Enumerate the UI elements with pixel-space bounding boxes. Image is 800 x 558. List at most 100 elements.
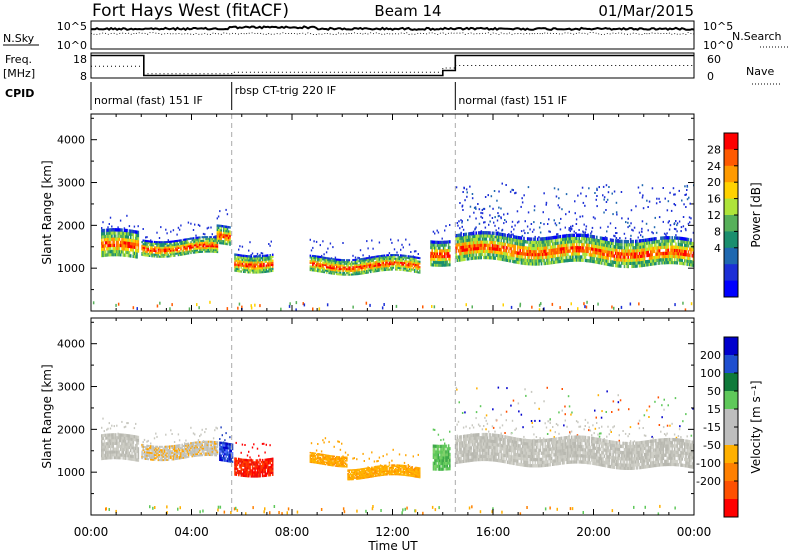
colorbar-tick-label: 16 bbox=[707, 193, 721, 206]
echo-cell bbox=[203, 245, 205, 247]
echo-point bbox=[555, 222, 557, 224]
echo-cell bbox=[114, 244, 116, 247]
echo-cell bbox=[164, 245, 166, 247]
echo-cell bbox=[394, 263, 396, 265]
echo-point bbox=[656, 198, 658, 200]
echo-cell bbox=[127, 235, 129, 238]
echo-fringe bbox=[107, 428, 108, 430]
echo-point bbox=[606, 201, 608, 203]
echo-point bbox=[558, 411, 560, 413]
ground-echo bbox=[278, 511, 280, 514]
echo-cell bbox=[419, 261, 421, 263]
echo-fringe bbox=[400, 249, 401, 251]
echo-cell bbox=[272, 264, 274, 266]
echo-cell bbox=[649, 241, 651, 244]
echo-fringe bbox=[488, 224, 489, 226]
echo-fringe bbox=[205, 428, 206, 430]
echo-cell bbox=[101, 238, 103, 241]
echo-fringe bbox=[689, 221, 690, 223]
echo-point bbox=[602, 194, 604, 196]
echo-cell bbox=[616, 249, 618, 252]
echo-cell bbox=[586, 240, 588, 243]
ground-echo bbox=[287, 511, 289, 514]
echo-fringe bbox=[403, 246, 404, 248]
echo-point bbox=[493, 427, 495, 429]
echo-cell bbox=[619, 261, 621, 264]
echo-point bbox=[659, 216, 661, 218]
echo-cell bbox=[636, 252, 638, 255]
echo-cell bbox=[229, 233, 231, 235]
echo-fringe bbox=[112, 228, 113, 230]
echo-cell bbox=[498, 239, 500, 242]
ground-echo bbox=[319, 307, 321, 310]
echo-cell bbox=[379, 270, 381, 272]
echo-fringe bbox=[676, 230, 677, 232]
echo-cell bbox=[468, 257, 470, 260]
echo-fringe bbox=[331, 257, 332, 259]
echo-cell bbox=[612, 242, 614, 245]
echo-cell bbox=[138, 456, 140, 459]
ground-echo bbox=[539, 304, 541, 307]
echo-cell bbox=[523, 237, 525, 240]
echo-fringe bbox=[173, 229, 174, 231]
echo-cell bbox=[220, 229, 222, 231]
echo-point bbox=[599, 433, 601, 435]
echo-fringe bbox=[271, 241, 272, 243]
echo-fringe bbox=[666, 232, 667, 234]
echo-fringe bbox=[185, 440, 186, 442]
echo-point bbox=[566, 193, 568, 195]
echo-cell bbox=[690, 238, 692, 241]
echo-point bbox=[470, 206, 472, 208]
echo-cell bbox=[138, 459, 140, 462]
echo-cell bbox=[644, 254, 646, 257]
nave-line bbox=[91, 66, 694, 74]
echo-fringe bbox=[322, 240, 323, 242]
echo-point bbox=[548, 218, 550, 220]
echo-cell bbox=[552, 239, 554, 242]
echo-cell bbox=[133, 236, 135, 239]
echo-point bbox=[568, 395, 570, 397]
echo-cell bbox=[110, 247, 112, 250]
colorbar-tick-label: 8 bbox=[714, 225, 721, 238]
echo-cell bbox=[570, 249, 572, 252]
echo-cell bbox=[396, 269, 398, 271]
echo-point bbox=[524, 232, 526, 234]
echo-fringe bbox=[512, 221, 513, 223]
echo-fringe bbox=[663, 221, 664, 223]
echo-cell bbox=[659, 240, 661, 243]
echo-fringe bbox=[631, 229, 632, 231]
echo-point bbox=[497, 212, 499, 214]
echo-point bbox=[675, 220, 677, 222]
echo-point bbox=[634, 227, 636, 229]
echo-cell bbox=[161, 252, 163, 254]
echo-cell bbox=[632, 240, 634, 243]
echo-fringe bbox=[126, 215, 127, 217]
echo-cell bbox=[573, 234, 575, 237]
echo-fringe bbox=[251, 254, 252, 256]
echo-fringe bbox=[532, 231, 533, 233]
ground-echo bbox=[289, 302, 291, 305]
echo-point bbox=[606, 230, 608, 232]
echo-cell bbox=[469, 235, 471, 238]
echo-point bbox=[620, 399, 622, 401]
echo-cell bbox=[130, 254, 132, 257]
echo-cell bbox=[349, 272, 351, 274]
echo-point bbox=[579, 216, 581, 218]
ground-echo bbox=[269, 511, 271, 514]
echo-fringe bbox=[198, 439, 199, 441]
echo-fringe bbox=[584, 224, 585, 226]
echo-cell bbox=[624, 265, 626, 268]
echo-point bbox=[564, 406, 566, 408]
echo-cell bbox=[531, 256, 533, 259]
echo-cell bbox=[229, 231, 231, 233]
colorbar-tick-label: 28 bbox=[707, 143, 721, 156]
echo-cell bbox=[393, 265, 395, 267]
echo-cell bbox=[138, 442, 140, 445]
colorbar-cell bbox=[724, 281, 738, 298]
echo-point bbox=[612, 193, 614, 195]
echo-fringe bbox=[371, 240, 372, 242]
echo-cell bbox=[155, 250, 157, 252]
ground-echo bbox=[613, 307, 615, 310]
echo-cell bbox=[484, 247, 486, 250]
ground-echo bbox=[343, 507, 345, 510]
